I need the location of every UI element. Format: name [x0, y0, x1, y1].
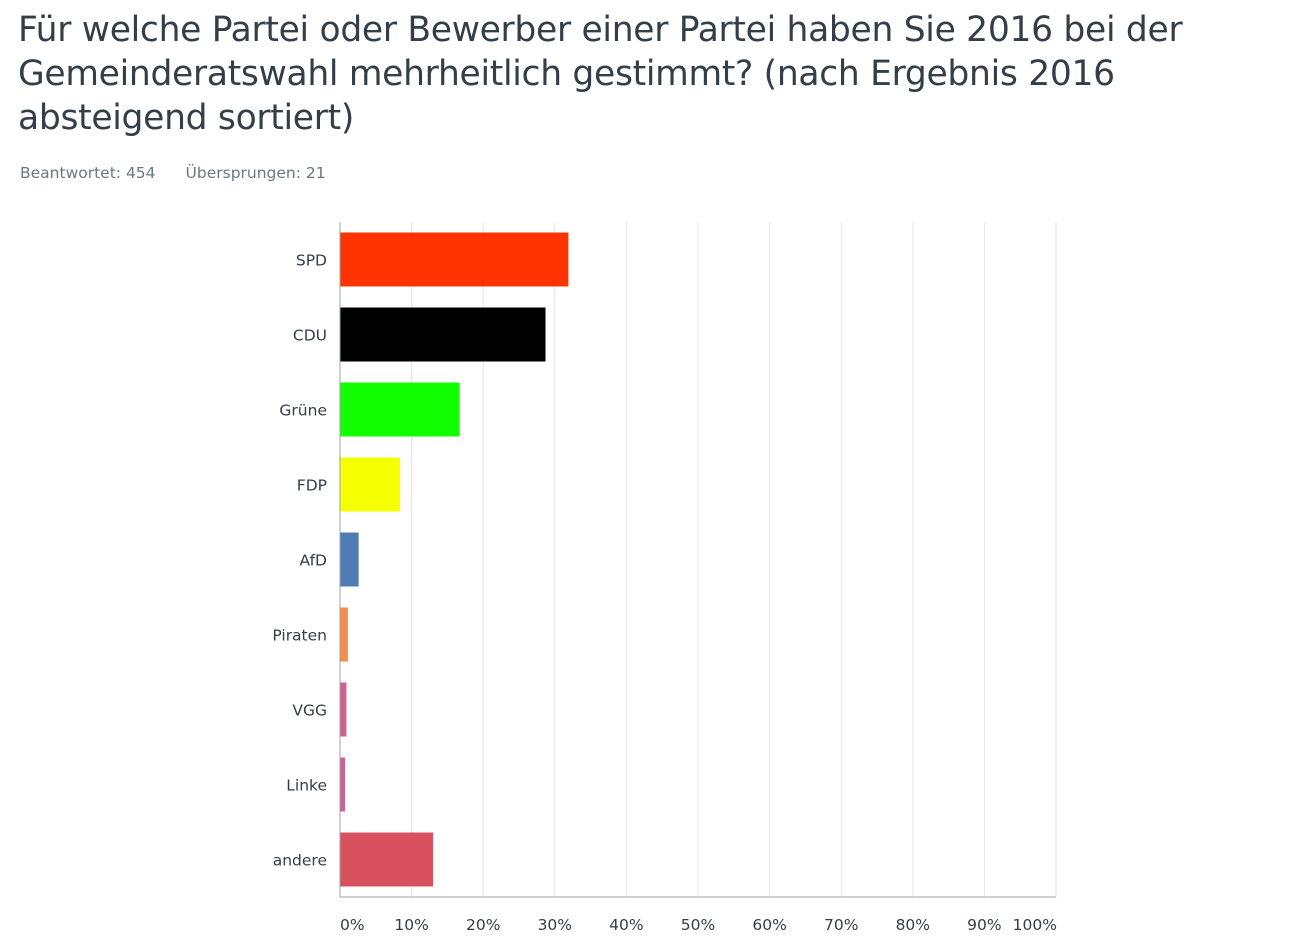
x-tick-label: 30%: [538, 916, 572, 934]
answered-count: Beantwortet: 454: [20, 164, 156, 182]
category-label: Linke: [286, 777, 327, 795]
category-label: andere: [273, 852, 327, 870]
bar: [340, 457, 401, 512]
category-label: SPD: [296, 252, 327, 270]
category-label: Grüne: [279, 402, 327, 420]
bar: [340, 832, 434, 887]
bar: [340, 607, 348, 662]
x-tick-label: 100%: [1013, 916, 1057, 934]
category-label: CDU: [293, 327, 327, 345]
response-stats: Beantwortet: 454 Übersprungen: 21: [20, 164, 326, 182]
x-tick-label: 50%: [681, 916, 715, 934]
skipped-count: Übersprungen: 21: [185, 164, 326, 182]
category-label: FDP: [297, 477, 327, 495]
x-tick-label: 0%: [340, 916, 365, 934]
x-tick-label: 80%: [896, 916, 930, 934]
bar: [340, 532, 359, 587]
page-title: Für welche Partei oder Bewerber einer Pa…: [18, 10, 1183, 138]
x-tick-label: 60%: [752, 916, 786, 934]
bar: [340, 757, 346, 812]
category-label: Piraten: [272, 627, 327, 645]
x-tick-label: 10%: [394, 916, 428, 934]
x-tick-label: 40%: [609, 916, 643, 934]
x-tick-label: 90%: [967, 916, 1001, 934]
x-tick-label: 70%: [824, 916, 858, 934]
bar: [340, 232, 569, 287]
bar: [340, 682, 347, 737]
category-label: AfD: [300, 552, 328, 570]
x-tick-label: 20%: [466, 916, 500, 934]
bar: [340, 382, 460, 437]
category-label: VGG: [292, 702, 327, 720]
bar: [340, 307, 546, 362]
